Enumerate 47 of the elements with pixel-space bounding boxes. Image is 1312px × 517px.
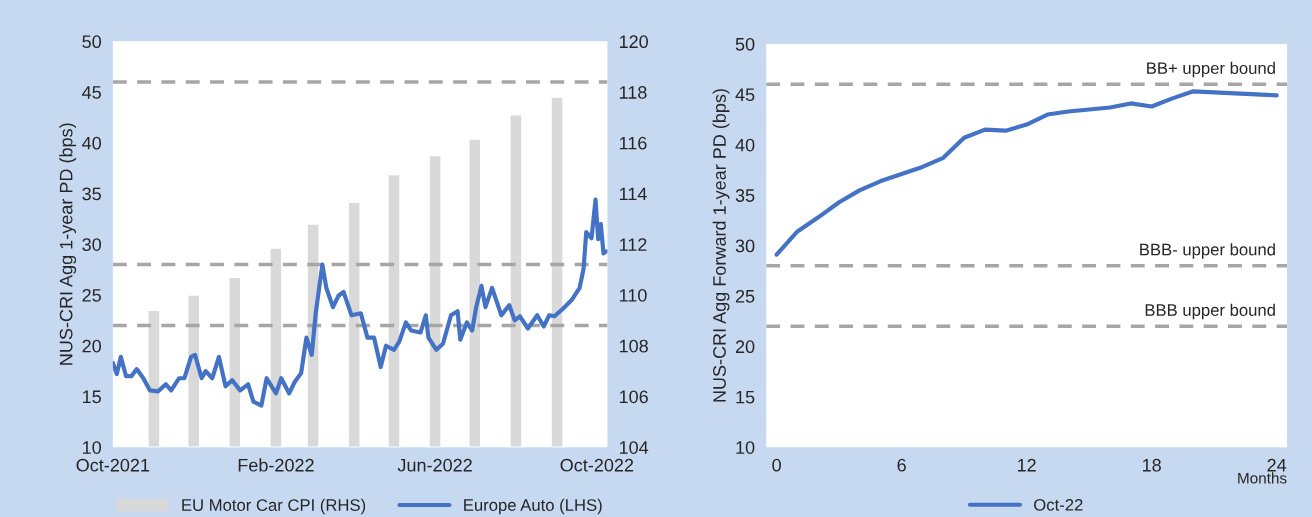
y-axis-title: NUS-CRI Agg Forward 1-year PD (bps) (712, 89, 730, 402)
x-tick-label: 0 (772, 458, 781, 472)
x-tick-label: Jun-2022 (397, 458, 472, 472)
x-tick-label: Oct-2021 (76, 458, 150, 472)
y-tick-label: 50 (735, 37, 755, 51)
y2-tick-label: 110 (619, 288, 647, 302)
y2-tick-label: 120 (619, 35, 648, 49)
y-tick-label: 30 (82, 238, 102, 251)
y-tick-label: 25 (735, 289, 755, 303)
y-tick-label: 15 (83, 390, 101, 404)
y2-tick-label: 116 (619, 136, 647, 150)
legend-label: Oct-22 (1034, 498, 1083, 511)
line-series (774, 89, 1279, 257)
y-tick-label: 40 (82, 136, 102, 150)
y-tick-label: 25 (82, 288, 101, 302)
y2-tick-label: 104 (619, 441, 649, 454)
y-tick-label: 10 (736, 441, 755, 454)
x-tick-label: 6 (897, 458, 906, 472)
y2-tick-label: 114 (619, 187, 647, 201)
y-tick-label: 35 (82, 187, 101, 201)
y-tick-label: 35 (735, 189, 755, 202)
x-tick-label: 24 (1267, 458, 1287, 472)
y-tick-label: 15 (736, 390, 755, 404)
y2-tick-label: 106 (619, 390, 648, 404)
y-axis-title: NUS-CRI Agg 1-year PD (bps) (59, 123, 77, 365)
x-tick-label: Oct-2022 (560, 458, 634, 472)
y-tick-label: 50 (82, 35, 102, 49)
y2-tick-label: 108 (619, 339, 648, 353)
y-tick-label: 20 (735, 340, 755, 354)
x-tick-label: 12 (1017, 458, 1036, 472)
legend-label: EU Motor Car CPI (RHS) (182, 498, 366, 515)
y2-tick-label: 118 (619, 86, 647, 99)
y-tick-label: 45 (82, 86, 101, 99)
y-tick-label: 30 (735, 239, 755, 253)
x-tick-label: 18 (1142, 458, 1161, 472)
line-series (112, 197, 608, 408)
ref-line-label: BBB- upper bound (1140, 243, 1275, 259)
ref-line-label: BBB upper bound (1145, 303, 1275, 320)
y-tick-label: 40 (735, 138, 755, 152)
x-tick-label: Feb-2022 (238, 458, 314, 472)
y-tick-label: 10 (83, 441, 102, 454)
y-tick-label: 45 (735, 88, 755, 102)
y-tick-label: 20 (82, 339, 102, 353)
x-axis-title: Months (1238, 472, 1287, 484)
ref-line-label: BB+ upper bound (1147, 61, 1275, 78)
legend-label: Europe Auto (LHS) (464, 498, 602, 515)
y2-tick-label: 112 (619, 238, 647, 251)
